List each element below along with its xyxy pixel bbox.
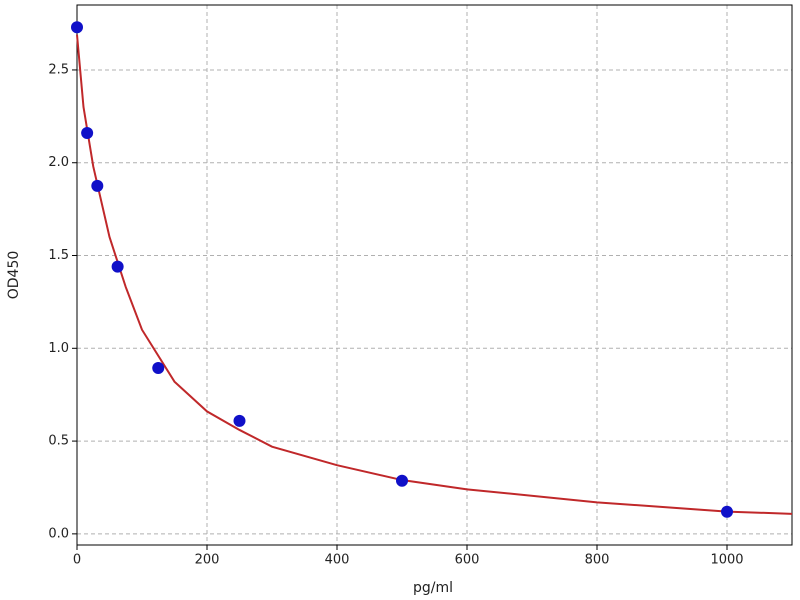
y-tick-label: 0.0 [48,526,69,541]
data-point [396,474,408,487]
data-point [81,127,94,140]
x-tick-label: 1000 [710,553,743,568]
plot-frame [76,4,793,546]
data-point [91,179,104,192]
y-axis-label: OD450 [6,251,22,300]
x-tick-label: 400 [325,553,350,568]
y-tick-label: 2.0 [48,155,69,170]
data-point [233,414,246,427]
y-tick-label: 1.5 [48,248,69,263]
x-tick-label: 0 [73,553,81,568]
data-point [71,21,83,34]
x-tick-label: 200 [195,553,220,568]
x-tick-label: 600 [455,553,480,568]
data-point [721,505,733,518]
x-axis-label: pg/ml [413,580,453,596]
y-tick-label: 2.5 [48,62,69,77]
data-point [111,260,124,273]
y-tick-label: 0.5 [48,434,69,449]
fit-curve [76,34,793,515]
x-tick-label: 800 [585,553,610,568]
y-tick-label: 1.0 [48,341,69,356]
data-point [152,361,165,374]
